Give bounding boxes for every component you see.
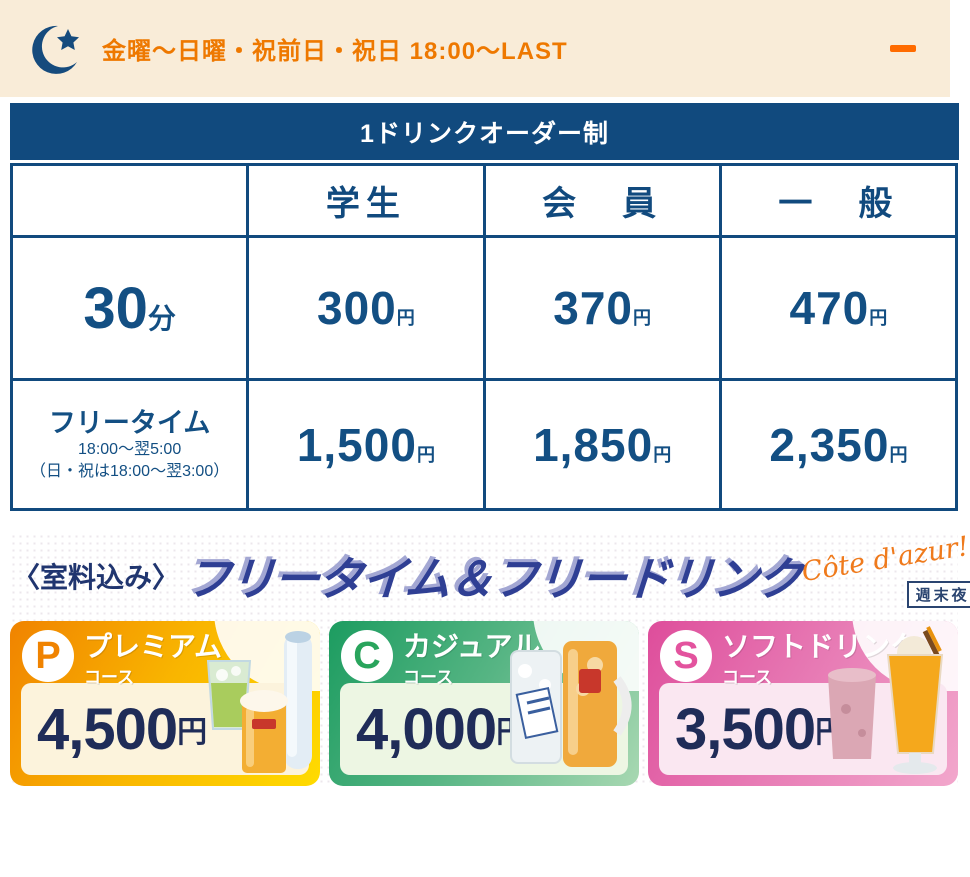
plan-schedule-title: 金曜〜日曜・祝前日・祝日 18:00〜LAST xyxy=(102,38,568,65)
course-name: プレミアム xyxy=(84,631,223,662)
premium-course-title: プレミアム コース xyxy=(84,632,222,688)
table-header-row: 学生 会 員 一 般 xyxy=(9,163,959,238)
softdrink-course-card: S ソフトドリンク コース 3,500 円 xyxy=(648,621,958,786)
column-header-general: 一 般 xyxy=(718,163,959,238)
freetime-freedrink-title: フリータイム＆フリードリンク xyxy=(183,553,803,605)
banner-right-group: Côte d'azur! 週末夜 xyxy=(800,531,970,608)
course-price: 3,500 xyxy=(675,696,816,762)
moon-star-icon xyxy=(28,22,82,76)
course-suffix: コース xyxy=(722,668,773,688)
casual-drinks-image xyxy=(505,625,637,781)
night-price-table: 学生 会 員 一 般 30分 300円 370円 470円 フリータイム 18:… xyxy=(9,163,959,511)
softdrink-drinks-image xyxy=(824,625,956,781)
price-cell-student-freetime: 1,500円 xyxy=(246,378,486,511)
course-price-unit: 円 xyxy=(177,716,208,749)
casual-course-header: C カジュアル コース xyxy=(329,621,639,688)
course-price: 4,500 xyxy=(37,696,178,762)
price-amount: 2,350 xyxy=(769,418,890,471)
price-unit: 円 xyxy=(869,308,888,328)
softdrink-course-header: S ソフトドリンク コース xyxy=(648,621,958,688)
row-label-freetime: フリータイム 18:00〜翌5:00 （日・祝は18:00〜翌3:00） xyxy=(9,378,250,511)
price-amount: 370 xyxy=(553,282,633,334)
price-amount: 470 xyxy=(789,282,870,334)
price-unit: 円 xyxy=(633,308,651,328)
table-row-30min: 30分 300円 370円 470円 xyxy=(9,235,959,381)
banner-headline: 〈室料込み〉 フリータイム＆フリードリンク Côte d'azur! 週末夜 xyxy=(10,531,970,619)
table-row-freetime: フリータイム 18:00〜翌5:00 （日・祝は18:00〜翌3:00） 1,5… xyxy=(9,378,959,511)
casual-course-title: カジュアル コース xyxy=(403,632,540,688)
price-cell-general-30min: 470円 xyxy=(718,235,959,381)
duration-unit: 分 xyxy=(147,302,176,334)
row-label-30min: 30分 xyxy=(9,235,250,381)
price-unit: 円 xyxy=(416,444,435,465)
freetime-freedrink-banner: 〈室料込み〉 フリータイム＆フリードリンク Côte d'azur! 週末夜 P… xyxy=(10,531,970,786)
freetime-title: フリータイム xyxy=(48,407,211,438)
duration-value: 30 xyxy=(83,275,148,341)
price-amount: 300 xyxy=(317,282,397,334)
price-cell-member-freetime: 1,850円 xyxy=(482,378,722,511)
casual-course-card: C カジュアル コース 4,000円 xyxy=(329,621,639,786)
price-unit: 円 xyxy=(653,444,672,465)
premium-course-header: P プレミアム コース xyxy=(10,621,320,688)
price-cell-student-30min: 300円 xyxy=(246,235,486,381)
price-cell-member-30min: 370円 xyxy=(482,235,722,381)
price-cell-general-freetime: 2,350円 xyxy=(718,378,959,511)
drink-order-caption: 1ドリンクオーダー制 xyxy=(10,103,959,160)
softdrink-letter-icon: S xyxy=(660,630,712,682)
course-suffix: コース xyxy=(84,668,135,688)
freetime-hours-note: （日・祝は18:00〜翌3:00） xyxy=(30,462,230,480)
course-name: ソフトドリンク xyxy=(722,631,919,662)
premium-letter-icon: P xyxy=(22,630,74,682)
collapse-minus-icon[interactable] xyxy=(890,45,916,52)
column-header-student: 学生 xyxy=(246,163,486,238)
premium-course-card: P プレミアム コース 4,500 円 xyxy=(10,621,320,786)
price-unit: 円 xyxy=(396,308,415,328)
cote-dazur-script-logo: Côte d'azur! xyxy=(799,531,970,588)
price-amount: 1,500 xyxy=(296,418,417,471)
softdrink-course-title: ソフトドリンク コース xyxy=(722,632,918,688)
column-header-member: 会 員 xyxy=(482,163,722,238)
price-unit: 円 xyxy=(889,444,908,465)
course-suffix: コース xyxy=(403,668,454,688)
column-header-blank xyxy=(9,163,250,238)
premium-drinks-image xyxy=(186,625,318,781)
price-amount: 1,850 xyxy=(533,418,654,471)
casual-letter-icon: C xyxy=(341,630,393,682)
weekend-night-badge: 週末夜 xyxy=(906,581,970,608)
course-price: 4,000 xyxy=(356,696,497,762)
night-plan-accordion-header[interactable]: 金曜〜日曜・祝前日・祝日 18:00〜LAST xyxy=(0,0,950,97)
room-fee-included-label: 〈室料込み〉 xyxy=(12,562,181,593)
freetime-hours: 18:00〜翌5:00 xyxy=(78,441,182,459)
course-cards-row: P プレミアム コース 4,500 円 xyxy=(10,621,958,786)
